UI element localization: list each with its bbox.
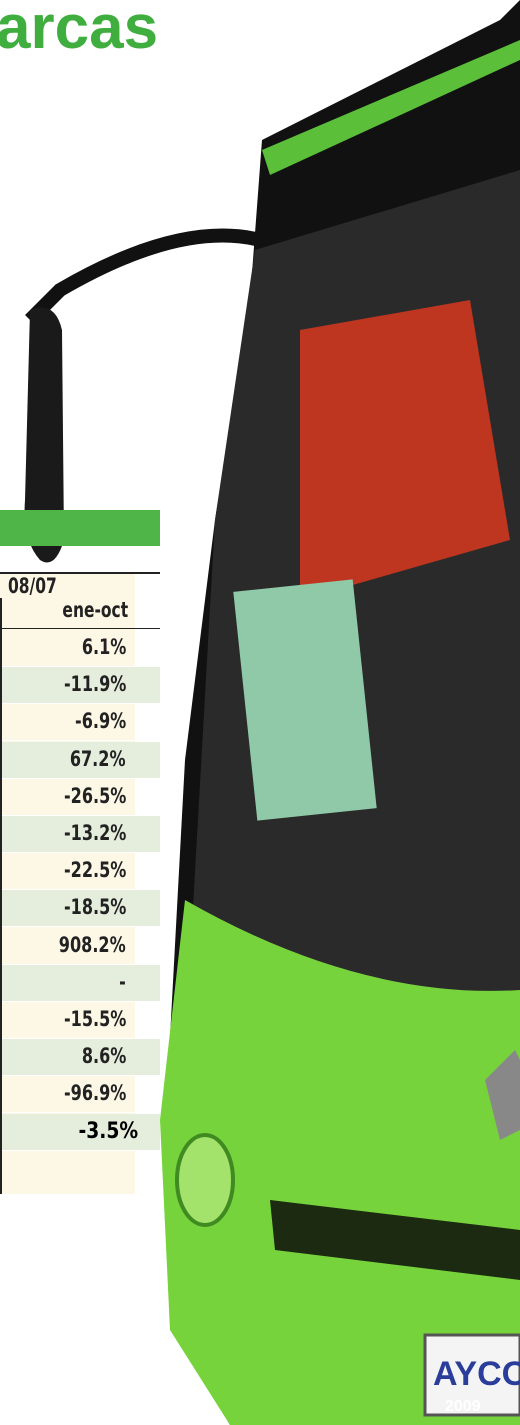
row: -18.5% (2, 890, 160, 927)
row-value: -22.5% (64, 858, 126, 882)
mirror-arm (30, 236, 260, 320)
row-value: - (119, 970, 126, 994)
row: 67.2% (2, 742, 160, 779)
row: -11.9% (2, 667, 160, 704)
column-title: ene-oct (62, 598, 128, 622)
row-value: -13.2% (64, 821, 126, 845)
row-value: 67.2% (70, 747, 126, 771)
headlight (177, 1135, 233, 1225)
title: arcas (0, 0, 158, 63)
row-value: -15.5% (64, 1007, 126, 1031)
route-sign (233, 579, 376, 820)
row: - (2, 965, 160, 1002)
row: -96.9% (2, 1076, 160, 1113)
row-value: 6.1% (81, 635, 126, 659)
row-value: 8.6% (81, 1044, 126, 1068)
row: -13.2% (2, 816, 160, 853)
row: 908.2% (2, 928, 160, 965)
row-value: -96.9% (64, 1081, 126, 1105)
plate-year: 2009 (445, 1398, 481, 1415)
row: -6.9% (2, 704, 160, 741)
row-value: -26.5% (64, 784, 126, 808)
page: AYCO 2009 arcas 08/07 ene-oct 6.1% -11.9%… (0, 0, 520, 1425)
row: 6.1% (2, 630, 160, 667)
windshield (190, 170, 520, 1010)
row-value: 908.2% (59, 933, 126, 957)
row-value: -18.5% (64, 895, 126, 919)
plate-brand: AYCO (433, 1355, 520, 1393)
row: -26.5% (2, 779, 160, 816)
row: -3.5% (2, 1114, 160, 1151)
row-value: -3.5% (78, 1119, 138, 1144)
row: -15.5% (2, 1002, 160, 1039)
row-value: -11.9% (64, 672, 126, 696)
row: -22.5% (2, 853, 160, 890)
period: 08/07 (8, 574, 57, 598)
row-value: -6.9% (75, 709, 126, 733)
row: 8.6% (2, 1039, 160, 1076)
header-bar (0, 510, 160, 546)
header-line (2, 628, 160, 629)
